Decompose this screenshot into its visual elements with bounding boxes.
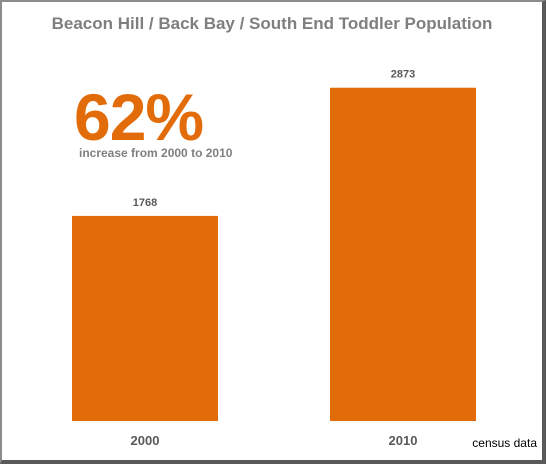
- chart-title: Beacon Hill / Back Bay / South End Toddl…: [51, 14, 493, 33]
- data-labels-layer: 1768 2873: [133, 69, 415, 209]
- increase-percentage: 62%: [74, 80, 204, 154]
- bar-2000: [72, 215, 218, 421]
- bars-layer: [72, 87, 476, 422]
- x-tick-2000: 2000: [131, 433, 160, 448]
- data-label-2010: 2873: [391, 69, 415, 81]
- data-label-2000: 1768: [133, 197, 157, 209]
- source-note: census data: [472, 436, 537, 450]
- x-tick-labels-layer: 2000 2010: [131, 433, 418, 448]
- x-tick-2010: 2010: [389, 433, 418, 448]
- increase-caption: increase from 2000 to 2010: [79, 146, 233, 160]
- bar-2010: [330, 87, 476, 422]
- bar-chart: 1768 2873 2000 2010: [72, 69, 476, 448]
